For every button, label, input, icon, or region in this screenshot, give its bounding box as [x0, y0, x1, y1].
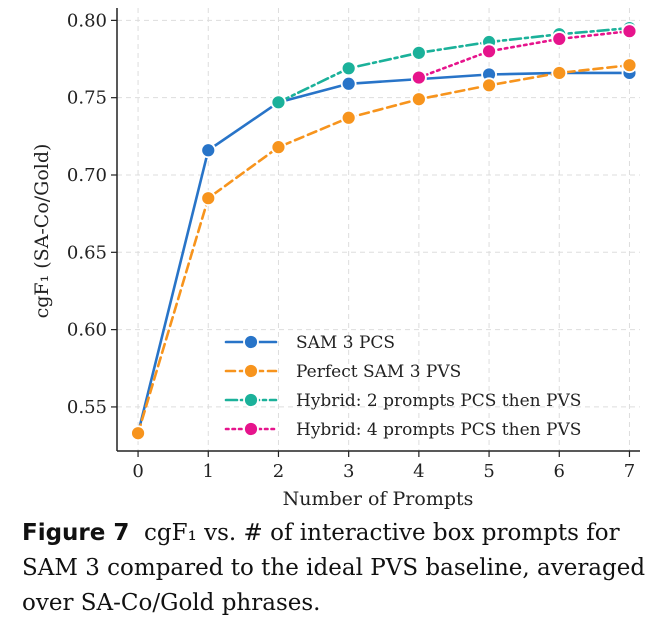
- legend-label: Perfect SAM 3 PVS: [296, 362, 461, 382]
- x-axis-title: Number of Prompts: [283, 488, 474, 510]
- x-tick-label: 5: [483, 461, 494, 482]
- data-point: [340, 60, 357, 77]
- series-line: [417, 29, 631, 79]
- y-tick-label: 0.65: [67, 242, 107, 263]
- y-axis-title: cgF₁ (SA-Co/Gold): [31, 144, 53, 319]
- legend-label: Hybrid: 2 prompts PCS then PVS: [296, 391, 581, 411]
- legend-marker: [243, 363, 259, 379]
- y-tick-label: 0.60: [67, 320, 107, 341]
- legend-label: SAM 3 PCS: [296, 333, 395, 353]
- data-point: [340, 109, 357, 126]
- x-tick-label: 3: [343, 461, 354, 482]
- data-point: [200, 190, 217, 207]
- axes: [111, 8, 640, 457]
- x-tick-label: 2: [273, 461, 284, 482]
- series-layer: [130, 20, 638, 442]
- data-point: [410, 91, 427, 108]
- data-point: [621, 23, 638, 40]
- x-tick-label: 1: [203, 461, 214, 482]
- figure-caption: Figure 7 cgF₁ vs. # of interactive box p…: [22, 516, 652, 621]
- legend-label: Hybrid: 4 prompts PCS then PVS: [296, 420, 581, 440]
- caption-text: cgF₁ vs. # of interactive box prompts fo…: [22, 520, 646, 616]
- series-line: [136, 71, 631, 435]
- data-point: [340, 75, 357, 92]
- legend: SAM 3 PCS Perfect SAM 3 PVS Hybrid: 2 prom…: [224, 333, 581, 440]
- legend-marker: [243, 334, 259, 350]
- y-tick-label: 0.80: [67, 10, 107, 31]
- data-point: [621, 57, 638, 74]
- tick-labels: 0 1 2 3 4 5 6 7 0.55 0.60 0.65 0.70 0.75 0.80: [67, 10, 635, 482]
- series-3: [270, 20, 638, 111]
- line-chart: 0 1 2 3 4 5 6 7 0.55 0.60 0.65 0.70 0.75 0.80 Number …: [31, 8, 640, 510]
- data-point: [270, 94, 287, 111]
- x-tick-label: 7: [624, 461, 635, 482]
- series-line: [136, 63, 631, 435]
- series-line: [277, 26, 631, 104]
- data-point: [270, 139, 287, 156]
- x-tick-label: 6: [554, 461, 565, 482]
- data-point: [551, 31, 568, 47]
- data-point: [551, 65, 568, 81]
- y-tick-label: 0.75: [67, 88, 107, 109]
- series-4: [410, 23, 638, 86]
- caption-label: Figure 7: [22, 520, 130, 546]
- x-tick-label: 4: [413, 461, 424, 482]
- data-point: [481, 43, 497, 60]
- legend-marker: [243, 421, 259, 437]
- y-tick-label: 0.55: [67, 397, 107, 418]
- data-point: [130, 425, 146, 442]
- legend-marker: [243, 392, 259, 408]
- series-1: [130, 65, 638, 442]
- data-point: [481, 77, 497, 94]
- data-point: [200, 142, 217, 159]
- data-point: [410, 44, 427, 61]
- x-tick-label: 0: [132, 461, 143, 482]
- series-2: [130, 57, 638, 442]
- y-tick-label: 0.70: [67, 165, 107, 186]
- data-point: [410, 69, 427, 86]
